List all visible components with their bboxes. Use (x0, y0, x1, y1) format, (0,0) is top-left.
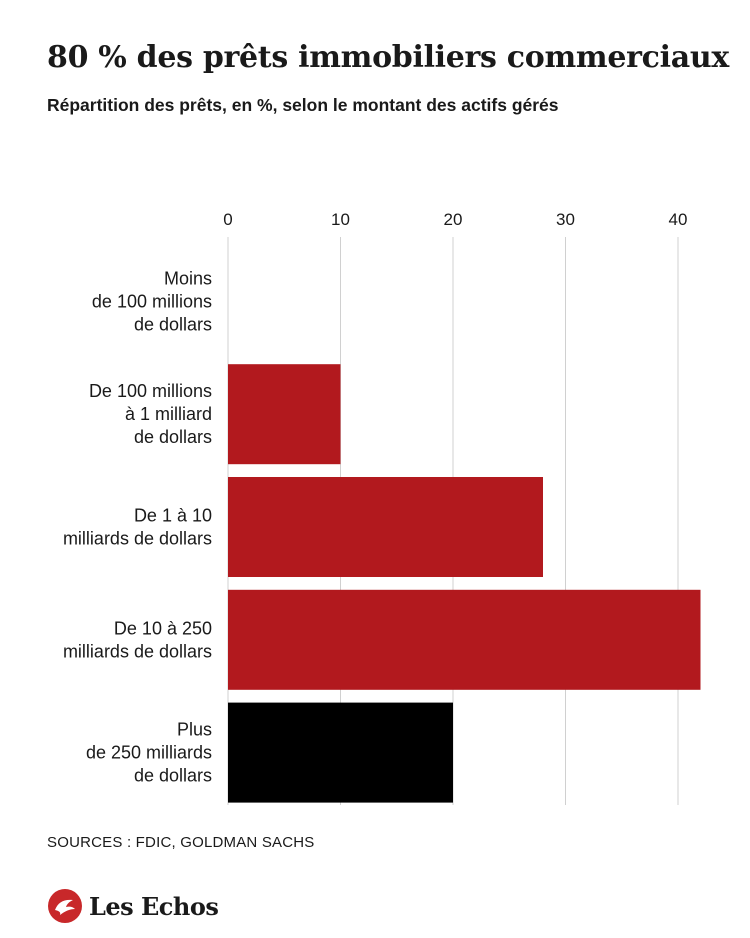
x-tick-label: 20 (444, 210, 463, 229)
x-tick-label: 10 (331, 210, 350, 229)
category-label-line: Plus (177, 720, 212, 740)
x-tick-label: 0 (223, 210, 232, 229)
category-label: Plus de 250 milliards de dollars (86, 720, 212, 786)
category-label-line: De 10 à 250 (114, 618, 212, 638)
category-label-line: Moins (164, 268, 212, 288)
brand-name: Les Echos (89, 891, 219, 921)
category-label-line: de 250 milliards (86, 743, 212, 763)
bar (228, 364, 341, 465)
category-label: De 10 à 250 milliards de dollars (63, 618, 212, 661)
category-label-line: milliards de dollars (63, 641, 212, 661)
source-note: SOURCES : FDIC, GOLDMAN SACHS (47, 834, 315, 851)
category-label-line: de dollars (134, 427, 212, 447)
x-tick-label: 40 (669, 210, 688, 229)
chart-subtitle: Répartition des prêts, en %, selon le mo… (47, 95, 559, 115)
category-label-line: de 100 millions (92, 291, 212, 311)
category-label-line: De 100 millions (89, 381, 212, 401)
category-label: Moins de 100 millions de dollars (92, 268, 212, 334)
les-echos-logo-icon (48, 889, 82, 923)
category-label-line: De 1 à 10 (134, 506, 212, 526)
chart-title: 80 % des prêts immobiliers commerciaux (47, 40, 729, 75)
x-tick-label: 30 (556, 210, 575, 229)
brand-logo: Les Echos (47, 888, 219, 924)
category-label: De 100 millions à 1 milliard de dollars (89, 381, 212, 447)
bar (228, 477, 543, 577)
category-label-line: milliards de dollars (63, 529, 212, 549)
category-label: De 1 à 10 milliards de dollars (63, 506, 212, 549)
bar (228, 702, 453, 803)
category-label-line: à 1 milliard (125, 404, 212, 424)
bar (228, 589, 701, 690)
category-label-line: de dollars (134, 766, 212, 786)
category-label-line: de dollars (134, 314, 212, 334)
